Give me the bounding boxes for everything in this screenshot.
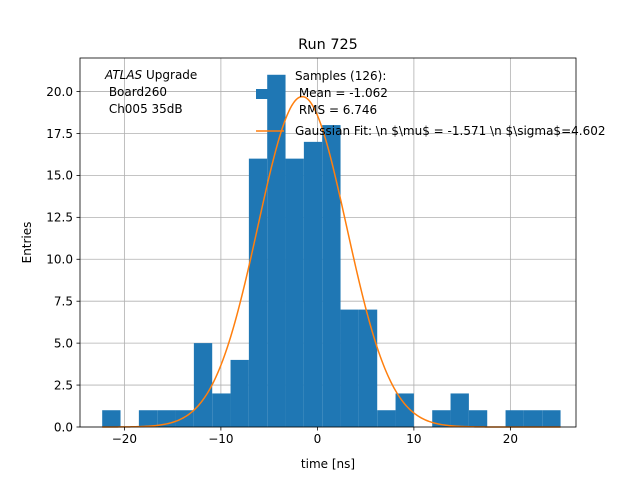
histogram-bar-2 [138,410,158,427]
histogram-bar-5 [193,343,213,427]
histogram-bar-15 [377,410,396,427]
histogram-bar-6 [212,393,231,427]
histogram-bar-12 [322,125,341,427]
legend-samples-line1: Samples (126): [295,69,386,83]
histogram-bar-11 [303,141,323,427]
x-tick-label-1: −10 [208,432,233,446]
legend-samples-line2: Mean = -1.062 [295,86,388,100]
x-axis-ticks: −20 −10 0 10 20 [112,427,518,446]
channel-label: Ch005 35dB [105,102,183,116]
atlas-annotation: ATLAS Upgrade Board260 Ch005 35dB [104,68,197,116]
histogram-bar-13 [340,309,359,427]
y-tick-label-7: 17.5 [46,127,73,141]
x-axis-label: time [ns] [301,457,355,471]
atlas-italic-label: ATLAS [104,68,143,82]
histogram-bar-0 [102,410,121,427]
histogram-bar-7 [230,359,249,427]
legend: Samples (126): Mean = -1.062 RMS = 6.746… [256,69,605,138]
y-tick-label-4: 10.0 [46,253,73,267]
histogram-bar-24 [542,410,561,427]
legend-fit-label: Gaussian Fit: \n $\mu$ = -1.571 \n $\sig… [295,124,605,138]
axes-frame [79,57,577,428]
histogram-bar-22 [505,410,524,427]
y-tick-label-2: 5.0 [54,336,73,350]
y-axis-label: Entries [20,222,34,264]
y-axis-ticks: 0.0 2.5 5.0 7.5 10.0 12.5 15.0 17.5 20.0 [46,85,80,434]
legend-samples-patch [256,89,284,99]
atlas-upgrade-label: Upgrade [142,68,197,82]
histogram-bar-19 [450,393,469,427]
x-tick-label-3: 10 [406,432,421,446]
histogram-bar-18 [432,410,451,427]
y-tick-label-0: 0.0 [54,420,73,434]
histogram-bar-23 [523,410,543,427]
y-tick-label-8: 20.0 [46,85,73,99]
y-tick-label-1: 2.5 [54,378,73,392]
histogram-bar-20 [468,410,488,427]
histogram-bar-16 [395,393,414,427]
legend-samples-line3: RMS = 6.746 [295,103,377,117]
svg-text:ATLAS Upgrade: ATLAS Upgrade [104,68,197,82]
x-tick-label-2: 0 [314,432,322,446]
y-tick-label-6: 15.0 [46,169,73,183]
histogram-bar-14 [358,309,378,427]
x-tick-label-4: 20 [503,432,518,446]
chart-title: Run 725 [298,37,358,53]
histogram-bar-8 [248,158,268,428]
x-tick-label-0: −20 [112,432,137,446]
histogram-bar-10 [285,158,304,428]
y-tick-label-5: 12.5 [46,211,73,225]
board-label: Board260 [105,85,167,99]
y-tick-label-3: 7.5 [54,295,73,309]
